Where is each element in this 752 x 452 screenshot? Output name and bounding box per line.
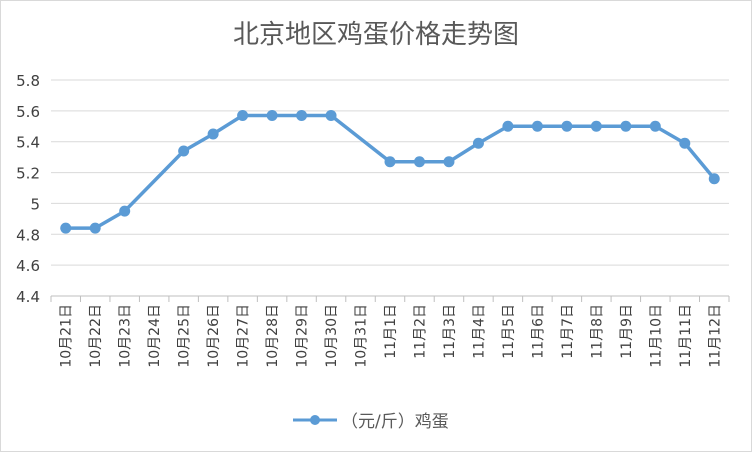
x-tick-label: 11月3日 [442,304,458,359]
data-point [620,120,632,132]
data-point [119,205,131,217]
x-tick-label: 11月8日 [589,304,605,359]
legend: （元/斤）鸡蛋 [293,412,449,432]
data-point [266,109,278,121]
x-tick-label: 10月27日 [236,304,252,368]
x-tick-label: 10月22日 [88,304,104,368]
y-tick-label: 5.8 [16,72,40,90]
y-tick-label: 5.6 [16,103,40,121]
x-tick-label: 10月30日 [324,304,340,368]
x-tick-label: 11月1日 [383,304,399,359]
data-point [472,137,484,149]
x-tick-label: 11月2日 [412,304,428,359]
data-point [207,128,219,140]
x-tick-label: 11月10日 [648,304,664,368]
series-eggs [60,109,720,234]
series-line [65,113,716,230]
y-tick-label: 5.2 [16,165,40,183]
data-point [649,120,661,132]
data-point [325,109,337,121]
x-axis: 10月21日 10月22日 10月23日 10月24日 10月25日 10月26日 10月2… [50,295,730,368]
x-tick-label: 11月11日 [678,304,694,368]
y-axis-ticks: 4.4 4.6 4.8 5 5.2 5.4 5.6 5.8 [16,72,40,306]
chart-title: 北京地区鸡蛋价格走势图 [233,20,519,50]
x-tick-label: 10月25日 [177,304,193,368]
data-point [178,145,190,157]
y-tick-label: 5 [30,195,40,213]
x-tick-label: 11月7日 [560,304,576,359]
x-tick-label: 11月9日 [619,304,635,359]
x-tick-label: 11月6日 [530,304,546,359]
data-point [679,137,691,149]
x-tick-label: 11月4日 [471,304,487,359]
legend-label: （元/斤）鸡蛋 [341,412,449,432]
data-point [443,156,455,168]
x-tick-label: 10月28日 [265,304,281,368]
data-point [296,109,308,121]
data-point [531,120,543,132]
data-point [708,173,720,185]
x-tick-label: 10月23日 [118,304,134,368]
data-point [60,222,72,234]
data-point [590,120,602,132]
y-tick-label: 4.4 [16,288,40,306]
data-point [561,120,573,132]
data-point [89,222,101,234]
data-point [502,120,514,132]
y-tick-label: 4.6 [16,257,40,275]
x-tick-label: 11月5日 [501,304,517,359]
x-tick-label: 10月21日 [59,304,75,368]
data-point [237,109,249,121]
x-tick-label: 10月29日 [295,304,311,368]
x-tick-label: 11月12日 [707,304,723,368]
x-tick-label: 10月24日 [147,304,163,368]
data-point [413,156,425,168]
gridlines [51,79,729,266]
x-tick-label: 10月31日 [354,304,370,368]
legend-point-marker [310,415,320,425]
x-tick-label: 10月26日 [206,304,222,368]
y-tick-label: 4.8 [16,226,40,244]
data-point [384,156,396,168]
y-tick-label: 5.4 [16,134,40,152]
